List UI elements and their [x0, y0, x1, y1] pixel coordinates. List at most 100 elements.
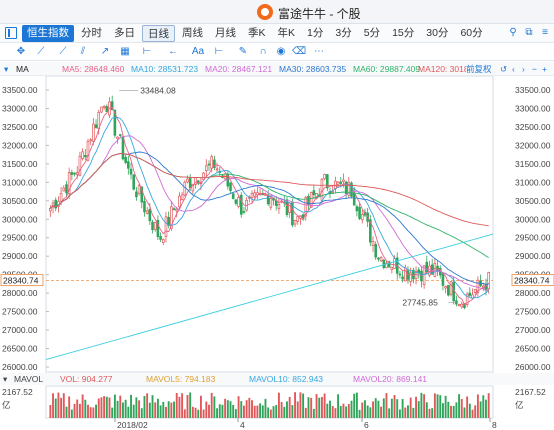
tab-6[interactable]: 季K [248, 27, 266, 39]
ma-item: MA20: 28467.121 [205, 64, 273, 74]
candle-body [312, 190, 316, 195]
kline-chart[interactable]: 33500.00 33500.00 33000.00 33000.00 32500.00… [0, 76, 554, 430]
restore-select[interactable]: 前复权 [466, 64, 492, 74]
ray-tool-icon[interactable]: ⟋ [59, 46, 67, 57]
prev-icon[interactable]: ‹ [512, 64, 515, 74]
candle-body [210, 156, 213, 169]
tab-1[interactable]: 分时 [81, 27, 102, 39]
volume-bar [84, 399, 87, 418]
volume-bar [213, 396, 216, 418]
volume-bar [275, 405, 278, 418]
price-tick-right: 28000.00 [515, 288, 551, 298]
measure-icon[interactable]: ⊢ [214, 46, 224, 57]
volume-bar [398, 409, 401, 418]
volume-bar [431, 408, 434, 418]
volume-bar [95, 404, 97, 418]
candle-body [170, 206, 173, 229]
volume-bar [183, 409, 186, 418]
volume-bar [283, 406, 286, 418]
volume-bar [393, 395, 396, 418]
tab-7[interactable]: 年K [277, 27, 296, 39]
line-tool-icon[interactable]: ⟋ [37, 46, 45, 57]
volume-bar [382, 398, 385, 418]
volume-bar [181, 393, 184, 418]
price-tick-right: 26500.00 [515, 344, 551, 354]
grid-tool-icon[interactable]: ▦ [120, 46, 130, 57]
price-tick-left: 30500.00 [2, 196, 38, 206]
candle-body [118, 134, 122, 136]
pin-icon[interactable]: ⚲ [509, 27, 517, 38]
zoom-out-icon[interactable]: − [532, 64, 537, 74]
volume-bar [345, 406, 348, 418]
volume-unit-right: 亿 [515, 400, 524, 410]
ma-item: MA10: 28531.723 [131, 64, 199, 74]
trend-tool-icon[interactable]: ↗ [100, 46, 110, 57]
volume-bar [479, 401, 482, 418]
menu-icon[interactable]: ≡ [542, 27, 548, 38]
zoom-in-icon[interactable]: + [542, 64, 547, 74]
candle-body [360, 214, 364, 221]
candle-body [352, 192, 356, 206]
volume-bar [439, 395, 442, 418]
volume-bar [267, 407, 270, 418]
volume-collapse-icon[interactable]: ▾ [3, 374, 8, 384]
candle-body [186, 178, 189, 183]
candle-body [132, 174, 135, 190]
volume-bar [307, 397, 310, 418]
window-controls: ⚲ ⧉ ≡ [508, 27, 550, 39]
candle-body [159, 236, 162, 240]
tab-5[interactable]: 月线 [215, 27, 236, 39]
external-window-icon[interactable]: ⧉ [525, 27, 533, 38]
text-tool-button[interactable]: Aa [191, 46, 205, 57]
candle-body [167, 216, 170, 226]
channel-tool-icon[interactable]: ⫽ [80, 46, 86, 57]
tab-10[interactable]: 5分 [363, 27, 381, 39]
volume-bar [162, 401, 165, 418]
next-icon[interactable]: › [522, 64, 525, 74]
candle-body [102, 106, 106, 108]
volume-bar [159, 405, 162, 418]
candle-body [336, 181, 340, 186]
volume-bar [100, 397, 103, 418]
volume-bar [122, 402, 124, 418]
tab-2[interactable]: 多日 [114, 27, 135, 39]
chat-icon[interactable]: ⋯ [314, 46, 324, 57]
tab-8[interactable]: 1分 [307, 27, 324, 39]
tab-13[interactable]: 60分 [460, 27, 483, 39]
collapse-icon[interactable]: ▾ [4, 64, 9, 74]
crosshair-icon[interactable]: ✥ [16, 46, 26, 57]
ma-line-120 [49, 153, 489, 227]
candle-body [65, 184, 68, 194]
volume-bar [178, 396, 181, 418]
tab-11[interactable]: 15分 [392, 27, 415, 39]
tab-3[interactable]: 日线 [142, 25, 175, 42]
candle-body [358, 206, 361, 219]
undo-icon[interactable]: ↺ [500, 64, 508, 74]
volume-bar [272, 406, 275, 418]
eye-icon[interactable]: ◉ [276, 46, 286, 57]
volume-bar [65, 406, 68, 418]
tab-9[interactable]: 3分 [335, 27, 352, 39]
candle-body [151, 221, 154, 231]
volume-bar [294, 392, 296, 418]
volume-bar [202, 409, 205, 418]
sidebar-toggle-icon[interactable] [5, 27, 17, 39]
volume-bar [331, 405, 334, 418]
magnet-icon[interactable]: ∩ [259, 46, 267, 57]
volume-bar [450, 405, 452, 418]
volume-bar [463, 407, 466, 418]
tab-4[interactable]: 周线 [182, 27, 203, 39]
candle-body [73, 172, 76, 175]
window-title: 富途牛牛 - 个股 [278, 7, 361, 21]
volume-bar [412, 407, 415, 418]
volume-bar [52, 393, 54, 418]
kline-chart-area[interactable]: 33500.00 33500.00 33000.00 33000.00 32500.00… [0, 76, 554, 430]
tab-0[interactable]: 恒生指数 [22, 25, 74, 42]
tab-12[interactable]: 30分 [426, 27, 449, 39]
trash-icon[interactable]: ⌫ [292, 46, 307, 57]
fib-tool-icon[interactable]: ⊢ [142, 46, 152, 57]
volume-bar [113, 394, 116, 418]
pencil-icon[interactable]: ✎ [238, 46, 248, 57]
candle-body [487, 272, 490, 290]
arrow-left-icon[interactable]: ← [168, 46, 178, 57]
